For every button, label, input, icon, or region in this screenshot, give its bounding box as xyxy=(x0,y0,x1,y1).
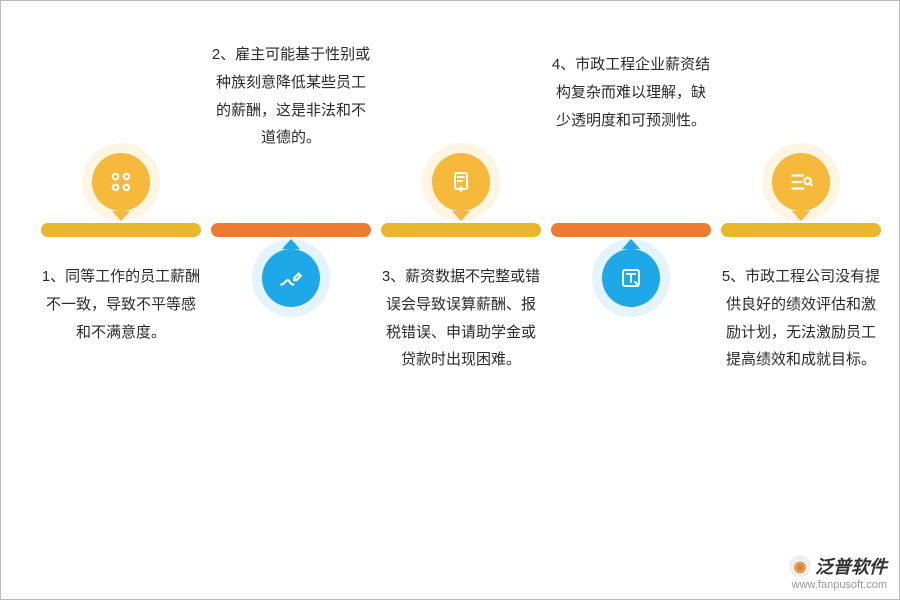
step-text-5: 5、市政工程公司没有提供良好的绩效评估和激励计划，无法激励员工提高绩效和成就目标… xyxy=(721,263,881,374)
document-upload-icon xyxy=(449,170,473,194)
step-text-3: 3、薪资数据不完整或错误会导致误算薪酬、报税错误、申请助学金或贷款时出现困难。 xyxy=(381,263,541,374)
grid-dots-icon xyxy=(108,169,134,195)
list-search-icon xyxy=(788,169,814,195)
infographic-canvas: 1、同等工作的员工薪酬不一致，导致不平等感和不满意度。 2、雇主可能基于性别或种… xyxy=(1,1,899,599)
brand-name: 泛普软件 xyxy=(815,553,887,579)
text-edit-icon xyxy=(619,266,643,290)
step-text-4: 4、市政工程企业薪资结构复杂而难以理解，缺少透明度和可预测性。 xyxy=(551,51,711,134)
step-text-2: 2、雇主可能基于性别或种族刻意降低某些员工的薪酬，这是非法和不道德的。 xyxy=(211,41,371,152)
step-text-1: 1、同等工作的员工薪酬不一致，导致不平等感和不满意度。 xyxy=(41,263,201,346)
step-bar-3 xyxy=(381,223,541,237)
step-icon-5 xyxy=(772,153,830,211)
step-bar-5 xyxy=(721,223,881,237)
step-icon-3 xyxy=(432,153,490,211)
signature-icon xyxy=(278,265,304,291)
step-icon-1 xyxy=(92,153,150,211)
brand-logo: ◉ 泛普软件 www.fanpusoft.com xyxy=(789,553,887,591)
brand-mark-icon: ◉ xyxy=(789,555,811,577)
step-bar-4 xyxy=(551,223,711,237)
step-bar-1 xyxy=(41,223,201,237)
step-bar-2 xyxy=(211,223,371,237)
step-icon-4 xyxy=(602,249,660,307)
step-icon-2 xyxy=(262,249,320,307)
brand-url: www.fanpusoft.com xyxy=(792,579,887,591)
